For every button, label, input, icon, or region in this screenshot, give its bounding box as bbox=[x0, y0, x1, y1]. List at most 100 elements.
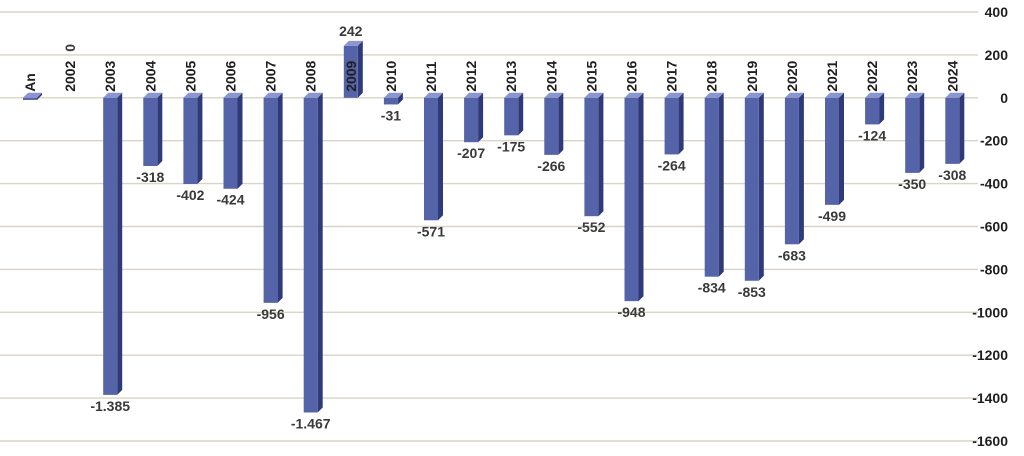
bar-front bbox=[544, 97, 559, 155]
value-label: 242 bbox=[339, 23, 363, 39]
category-label: 2008 bbox=[303, 60, 319, 91]
bar-side bbox=[638, 92, 644, 302]
bar-side bbox=[397, 92, 403, 105]
category-label: 2021 bbox=[824, 60, 840, 91]
value-label: -956 bbox=[257, 306, 285, 322]
bar bbox=[704, 92, 724, 277]
bar-side bbox=[317, 92, 323, 413]
category-label: 2014 bbox=[543, 60, 559, 91]
category-label: 2011 bbox=[423, 61, 439, 92]
value-label: -571 bbox=[417, 223, 445, 239]
bar-top bbox=[103, 92, 123, 98]
category-label: 2010 bbox=[383, 60, 399, 91]
bar-front bbox=[865, 97, 880, 125]
bar-top bbox=[23, 92, 42, 98]
value-label: -1.467 bbox=[291, 415, 331, 431]
bar-side bbox=[839, 92, 844, 205]
bar-side bbox=[879, 92, 885, 125]
y-tick-label: -1000 bbox=[972, 304, 1008, 320]
bar-top bbox=[223, 92, 243, 98]
bar-top bbox=[383, 92, 403, 98]
value-label: -207 bbox=[457, 145, 485, 161]
bar-side bbox=[598, 92, 604, 217]
bar bbox=[223, 92, 243, 189]
bar-front bbox=[424, 97, 438, 221]
bar-front bbox=[343, 45, 358, 98]
value-label: -31 bbox=[381, 107, 401, 123]
bar-top bbox=[624, 92, 644, 98]
bar bbox=[343, 40, 363, 98]
bar bbox=[744, 92, 764, 281]
value-label: -350 bbox=[898, 176, 926, 192]
bar-front bbox=[905, 97, 920, 173]
category-label: An bbox=[22, 73, 38, 92]
bar-front bbox=[744, 97, 759, 281]
category-label: 2009 bbox=[343, 60, 359, 91]
bar-top bbox=[945, 92, 965, 98]
bar-side bbox=[798, 92, 804, 245]
bar bbox=[905, 92, 925, 173]
bar-top bbox=[183, 92, 203, 98]
category-label: 2016 bbox=[624, 60, 640, 91]
bar bbox=[664, 92, 684, 155]
bar-top bbox=[143, 92, 163, 98]
bar bbox=[383, 92, 403, 105]
y-tick-label: -400 bbox=[980, 176, 1008, 192]
category-label: 2024 bbox=[944, 60, 960, 91]
bar-side bbox=[438, 92, 443, 221]
value-label: -264 bbox=[658, 157, 686, 173]
bar bbox=[584, 92, 604, 217]
bar-front bbox=[383, 97, 398, 105]
bar-top bbox=[704, 92, 724, 98]
bar-side bbox=[959, 92, 965, 164]
bar-top bbox=[504, 92, 524, 98]
category-label: 2006 bbox=[223, 60, 239, 91]
category-label: 2007 bbox=[263, 60, 279, 91]
bar-top bbox=[544, 92, 564, 98]
value-label: -683 bbox=[778, 247, 806, 263]
category-label: 2018 bbox=[704, 60, 720, 91]
bar-side bbox=[518, 92, 524, 136]
bar-top bbox=[744, 92, 764, 98]
bar bbox=[784, 92, 804, 245]
bar-top bbox=[464, 92, 484, 98]
bar-side bbox=[718, 92, 724, 277]
bar-top bbox=[825, 92, 844, 98]
value-label: -266 bbox=[537, 158, 565, 174]
bar-side bbox=[357, 40, 363, 98]
y-tick-label: -1400 bbox=[972, 390, 1008, 406]
category-label: 2004 bbox=[142, 60, 158, 91]
bar-front bbox=[303, 97, 318, 413]
bar-top bbox=[664, 92, 684, 98]
bar-side bbox=[558, 92, 564, 155]
bar bbox=[23, 92, 42, 100]
category-label: 2019 bbox=[744, 60, 760, 91]
value-label: 0 bbox=[62, 44, 78, 52]
value-label: -1.385 bbox=[90, 398, 130, 414]
y-tick-label: -1600 bbox=[972, 433, 1008, 449]
category-label: 2005 bbox=[182, 60, 198, 91]
value-label: -175 bbox=[497, 138, 525, 154]
bar bbox=[624, 92, 644, 302]
bar-top bbox=[865, 92, 885, 98]
bar-front bbox=[103, 97, 118, 395]
bar bbox=[303, 92, 323, 413]
bar-front bbox=[23, 97, 37, 100]
value-labels: 0 -1.385 -318 -402 -424 -956 -1.467 242 -31 -571 -… bbox=[62, 23, 966, 432]
y-tick-label: -1200 bbox=[972, 347, 1008, 363]
bar-top bbox=[424, 92, 443, 98]
y-tick-label: -200 bbox=[980, 133, 1008, 149]
bar-front bbox=[143, 97, 158, 167]
value-label: -552 bbox=[577, 219, 605, 235]
bar-front bbox=[584, 97, 599, 217]
bar-side bbox=[478, 92, 484, 143]
bar-front bbox=[223, 97, 238, 189]
bar-top bbox=[303, 92, 323, 98]
y-tick-label: 0 bbox=[1000, 90, 1008, 106]
value-label: -499 bbox=[818, 208, 846, 224]
bar-side bbox=[197, 92, 203, 185]
value-label: -308 bbox=[938, 167, 966, 183]
bar-top bbox=[905, 92, 925, 98]
bar bbox=[424, 92, 443, 221]
